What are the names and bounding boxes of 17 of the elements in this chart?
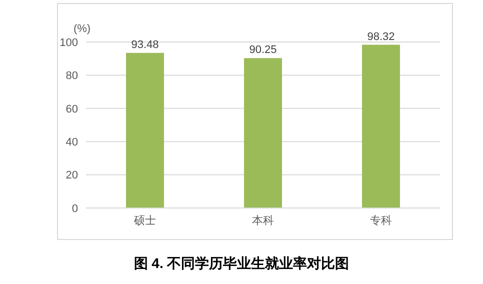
y-tick-label: 100 [60,36,78,49]
y-tick-label: 40 [66,136,78,149]
y-axis-title: (%) [73,23,91,35]
bar [244,58,282,208]
y-tick-label: 80 [66,70,78,82]
x-tick-label: 本科 [252,214,274,227]
y-tick-label: 20 [66,170,78,182]
y-tick-label: 60 [66,103,78,116]
data-label: 90.25 [249,44,277,56]
x-tick-label: 专科 [370,214,392,227]
y-tick-label: 0 [72,202,78,215]
text: 图 4. 不同学历毕业生就业率对比图 [132,255,350,273]
x-tick-label: 硕士 [133,214,156,227]
data-label: 98.32 [367,30,395,43]
bar [362,44,400,208]
data-label: 93.48 [131,38,159,51]
bar [126,52,164,208]
